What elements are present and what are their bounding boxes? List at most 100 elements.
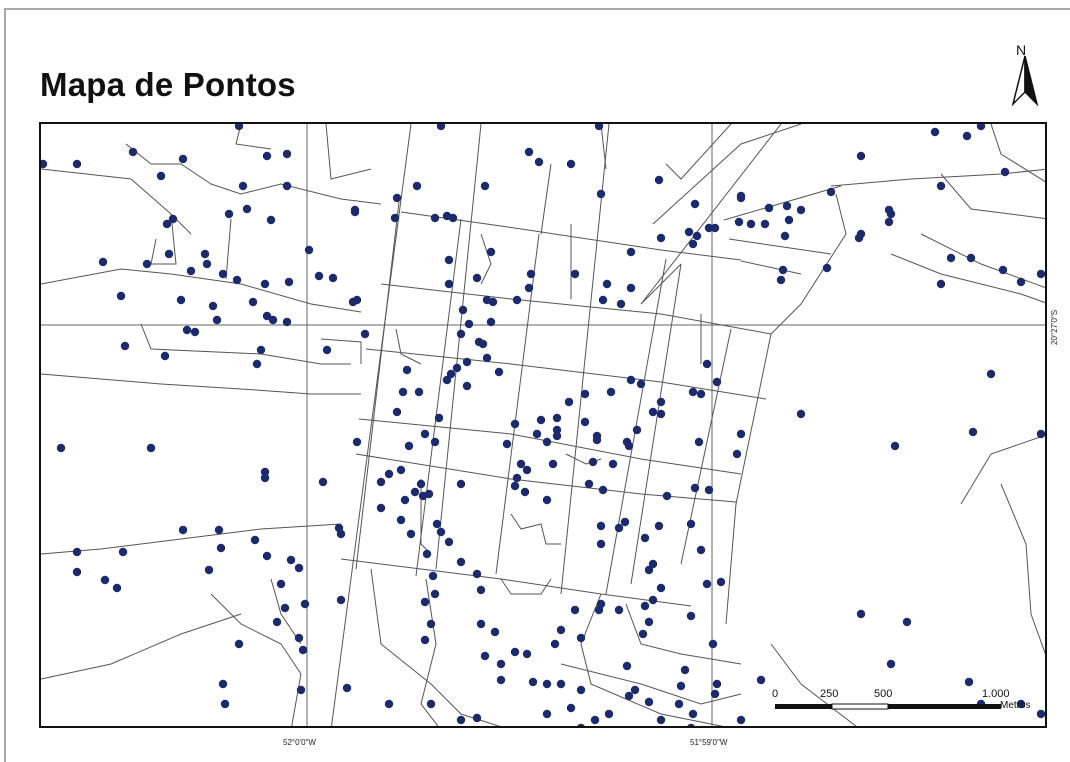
point-marker — [598, 295, 608, 305]
point-marker — [234, 124, 244, 131]
point-marker — [472, 273, 482, 283]
road — [830, 168, 1045, 187]
scale-tick-500: 500 — [874, 688, 893, 700]
point-marker — [826, 187, 836, 197]
point-marker — [494, 367, 504, 377]
road — [340, 558, 692, 607]
point-marker — [392, 407, 402, 417]
point-marker — [420, 429, 430, 439]
point-marker — [164, 249, 174, 259]
point-marker — [620, 517, 630, 527]
road — [480, 233, 492, 285]
point-marker — [594, 124, 604, 131]
point-marker — [532, 429, 542, 439]
point-marker — [350, 205, 360, 215]
point-marker — [656, 397, 666, 407]
point-marker — [202, 259, 212, 269]
point-marker — [522, 649, 532, 659]
road — [415, 218, 462, 577]
point-marker — [674, 699, 684, 709]
point-marker — [638, 629, 648, 639]
point-marker — [580, 417, 590, 427]
road — [500, 578, 552, 595]
point-marker — [420, 635, 430, 645]
road — [358, 418, 742, 475]
point-marker — [534, 157, 544, 167]
point-marker — [696, 545, 706, 555]
point-marker — [702, 579, 712, 589]
point-marker — [162, 219, 172, 229]
point-marker — [630, 685, 640, 695]
point-marker — [452, 363, 462, 373]
point-marker — [976, 124, 986, 131]
point-marker — [604, 709, 614, 719]
point-marker — [456, 557, 466, 567]
point-marker — [570, 269, 580, 279]
point-marker — [654, 175, 664, 185]
road — [770, 193, 847, 335]
point-marker — [480, 181, 490, 191]
point-marker — [712, 679, 722, 689]
point-marker — [1016, 277, 1026, 287]
point-marker — [496, 675, 506, 685]
point-marker — [98, 257, 108, 267]
point-marker — [262, 311, 272, 321]
point-marker — [596, 189, 606, 199]
point-marker — [624, 441, 634, 451]
point-marker — [822, 263, 832, 273]
point-marker — [430, 437, 440, 447]
point-marker — [1000, 167, 1010, 177]
road — [435, 124, 482, 570]
road — [580, 593, 724, 726]
point-marker — [510, 647, 520, 657]
point-marker — [528, 677, 538, 687]
point-marker — [486, 247, 496, 257]
point-marker — [396, 515, 406, 525]
point-marker — [596, 521, 606, 531]
point-marker — [242, 204, 252, 214]
point-marker — [510, 481, 520, 491]
page-border — [4, 8, 1070, 762]
point-marker — [708, 639, 718, 649]
point-marker — [606, 387, 616, 397]
point-marker — [418, 491, 428, 501]
point-marker — [886, 659, 896, 669]
point-marker — [444, 537, 454, 547]
point-marker — [234, 639, 244, 649]
point-marker — [512, 473, 522, 483]
point-marker — [686, 519, 696, 529]
road — [540, 163, 552, 235]
point-marker — [592, 431, 602, 441]
point-marker — [462, 357, 472, 367]
point-marker — [412, 181, 422, 191]
point-marker — [946, 253, 956, 263]
north-label: N — [1016, 42, 1027, 58]
point-marker — [200, 249, 210, 259]
road — [41, 613, 242, 680]
point-marker — [570, 605, 580, 615]
point-marker — [640, 601, 650, 611]
point-marker — [964, 677, 974, 687]
point-marker — [696, 389, 706, 399]
point-marker — [676, 681, 686, 691]
road — [560, 124, 610, 595]
road — [210, 593, 302, 726]
map-frame[interactable] — [39, 122, 1047, 728]
road — [235, 124, 272, 150]
point-marker — [120, 341, 130, 351]
point-marker — [648, 595, 658, 605]
point-marker — [352, 437, 362, 447]
point-marker — [746, 219, 756, 229]
point-marker — [732, 449, 742, 459]
point-marker — [328, 273, 338, 283]
point-marker — [266, 215, 276, 225]
point-marker — [456, 479, 466, 489]
point-marker — [968, 427, 978, 437]
point-marker — [694, 437, 704, 447]
point-marker — [446, 369, 456, 379]
point-marker — [616, 299, 626, 309]
scale-unit: Metros — [1000, 700, 1031, 711]
point-marker — [448, 213, 458, 223]
point-marker — [656, 233, 666, 243]
lon-label-2: 51°59'0"W — [690, 738, 728, 747]
